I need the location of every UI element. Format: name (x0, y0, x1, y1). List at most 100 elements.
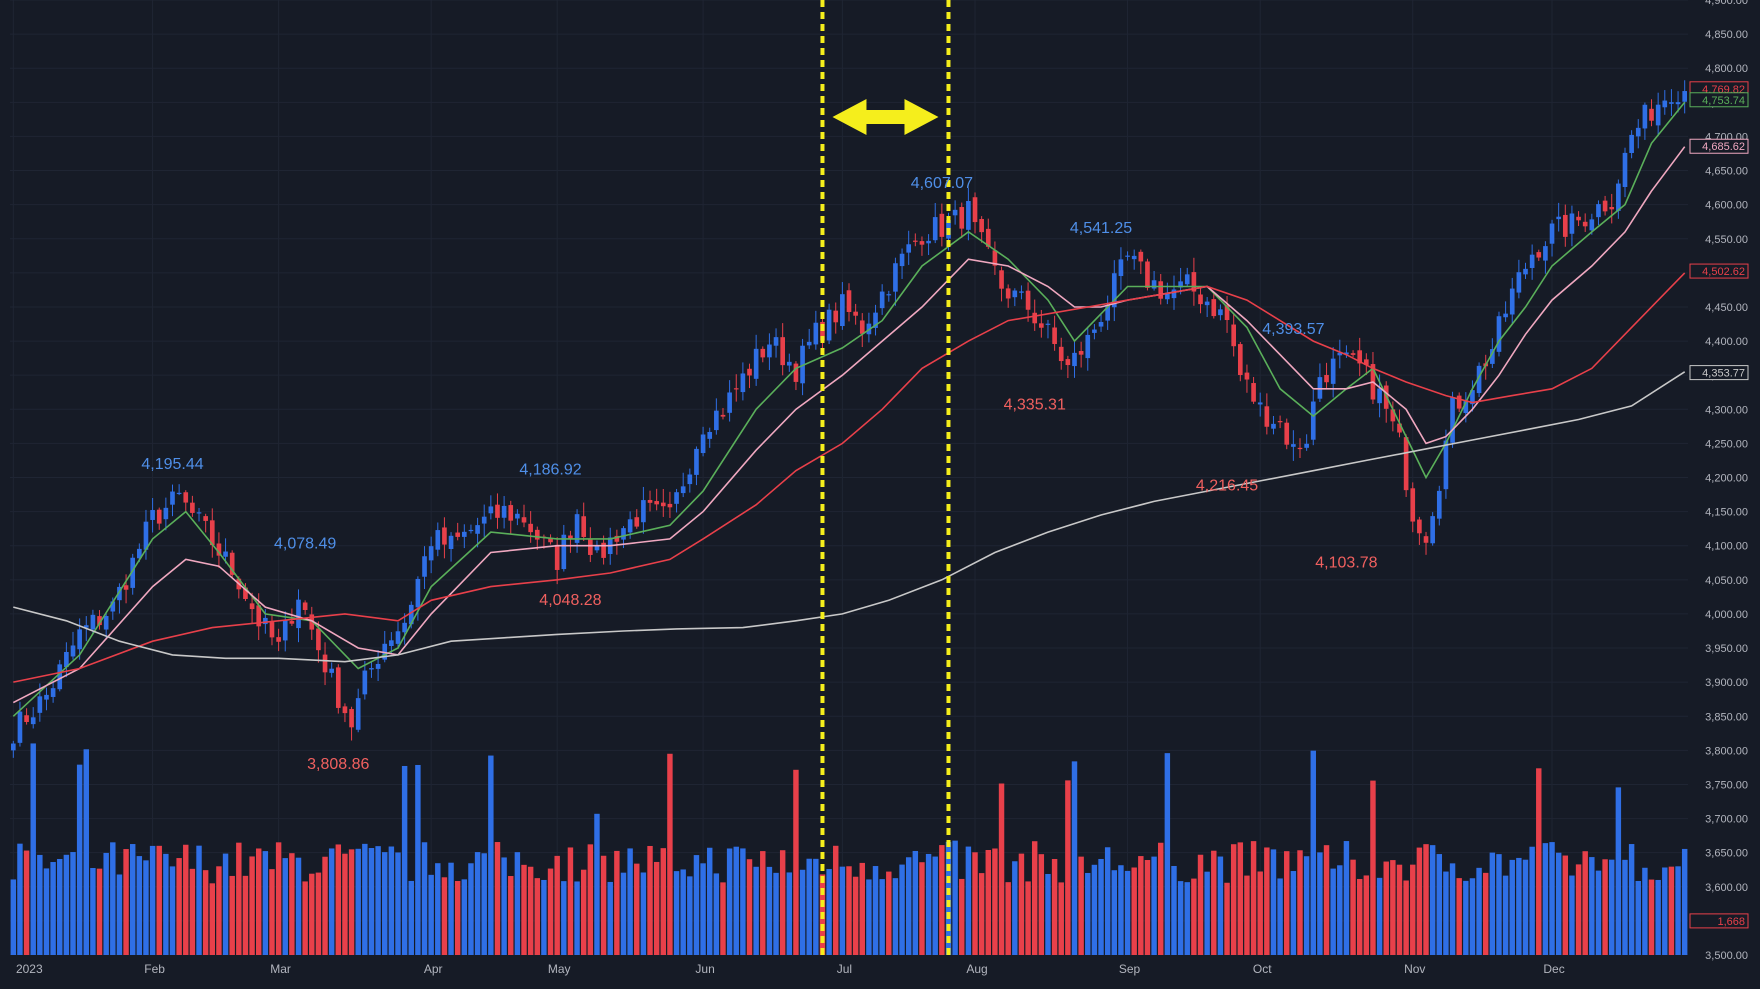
candle-body (707, 431, 713, 439)
volume-bar (368, 848, 375, 955)
volume-bar (1131, 867, 1137, 955)
candle-body (1317, 377, 1323, 399)
candle-body (296, 599, 301, 629)
candle-body (203, 516, 208, 521)
candle-body (879, 291, 885, 309)
candle-body (1032, 312, 1038, 324)
candle-body (1344, 352, 1349, 355)
price-badge: 4,353.77 (1702, 368, 1745, 380)
candle-body (999, 270, 1004, 289)
candle-body (355, 698, 361, 730)
y-tick-label: 4,600.00 (1705, 200, 1748, 212)
volume-bar (1635, 880, 1641, 955)
annotation-high: 4,541.25 (1070, 220, 1132, 237)
candle-body (1436, 490, 1442, 519)
volume-bar (415, 764, 421, 955)
annotation-low: 4,103.78 (1315, 555, 1377, 572)
candle-body (316, 628, 321, 651)
volume-bar (295, 857, 302, 955)
volume-bar (1277, 878, 1283, 955)
volume-bar (1456, 878, 1462, 955)
volume-bar (196, 845, 202, 955)
volume-bar (508, 876, 514, 955)
volume-bar (1542, 843, 1549, 955)
candle-body (183, 492, 189, 503)
volume-bar (740, 848, 746, 955)
candle-body (508, 505, 514, 521)
volume-bar (1323, 845, 1330, 955)
volume-bar (607, 881, 613, 955)
volume-bar (1628, 844, 1635, 955)
candle-body (574, 514, 580, 543)
candle-body (767, 344, 772, 358)
candle-body (103, 615, 109, 630)
candle-body (64, 651, 69, 668)
candle-body (17, 711, 23, 743)
volume-bar (1496, 854, 1502, 955)
volume-bar (1536, 768, 1542, 955)
candle-body (1576, 216, 1581, 221)
candle-body (720, 414, 726, 417)
volume-bar (972, 852, 978, 955)
volume-bar (1502, 875, 1509, 955)
candle-body (362, 670, 368, 695)
volume-bar (1104, 847, 1111, 955)
volume-bar (103, 852, 109, 955)
volume-bar (600, 855, 607, 955)
volume-bar (110, 842, 116, 955)
volume-bar (1118, 865, 1124, 955)
volume-bar (1264, 847, 1270, 955)
candle-body (163, 507, 169, 520)
moving-average-line-4 (13, 371, 1686, 663)
volume-bar (879, 879, 885, 955)
volume-bar (925, 853, 932, 955)
candle-body (415, 578, 421, 608)
candle-body (243, 587, 248, 599)
volume-bar (116, 874, 123, 955)
candle-body (826, 309, 832, 341)
volume-bar (620, 872, 627, 955)
volume-bar (348, 849, 355, 955)
volume-bar (1376, 877, 1383, 955)
volume-bar (1363, 875, 1370, 955)
volume-bar (1051, 858, 1058, 955)
volume-bar (322, 856, 328, 955)
volume-bar (1098, 858, 1104, 955)
candle-body (966, 201, 971, 230)
y-tick-label: 4,050.00 (1705, 575, 1748, 587)
candle-body (1277, 421, 1283, 423)
volume-bar (328, 848, 335, 955)
volume-bar (37, 854, 43, 955)
volume-bar (1516, 857, 1522, 955)
volume-bar (1230, 844, 1237, 955)
y-tick-label: 4,450.00 (1705, 302, 1748, 314)
volume-bar (1595, 870, 1602, 955)
volume-bar (939, 845, 945, 955)
volume-bar (183, 844, 189, 955)
volume-bar (83, 749, 89, 955)
price-badge-box (1689, 263, 1749, 279)
candle-body (1602, 200, 1608, 212)
y-tick-label: 4,800.00 (1705, 63, 1748, 75)
candle-body (1423, 536, 1429, 543)
volume-bar (919, 862, 925, 955)
candle-body (740, 373, 746, 393)
candle-body (674, 492, 679, 504)
candle-body (282, 619, 288, 641)
candle-body (581, 516, 587, 537)
volume-bar (129, 844, 136, 955)
candle-body (614, 535, 620, 542)
candle-body (1098, 322, 1104, 327)
candle-body (123, 585, 129, 590)
volume-bar (335, 844, 342, 955)
candle-body (97, 616, 102, 626)
volume-bar (687, 876, 693, 955)
candle-body (1211, 299, 1217, 317)
candle-body (979, 219, 984, 233)
candle-body (475, 525, 480, 534)
volume-bar (474, 852, 481, 955)
candle-body (442, 527, 447, 545)
candle-body (50, 688, 56, 697)
volume-bar (1343, 841, 1350, 955)
volume-bar (96, 868, 103, 955)
